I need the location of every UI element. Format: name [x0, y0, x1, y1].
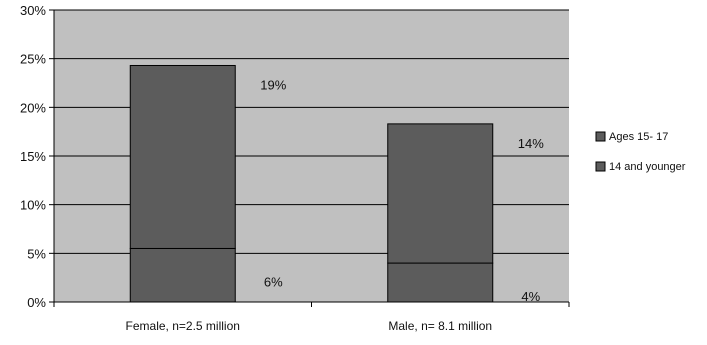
y-tick-label: 0% [27, 295, 46, 310]
y-tick-label: 25% [20, 52, 46, 67]
x-category-label: Female, n=2.5 million [126, 319, 240, 333]
legend: Ages 15- 17 14 and younger [595, 131, 686, 173]
y-tick-label: 20% [20, 100, 46, 115]
data-label-ages-15-17: 14% [518, 136, 544, 151]
legend-swatch [595, 161, 606, 172]
bars [129, 64, 494, 303]
y-tick-label: 15% [20, 149, 46, 164]
x-category-label: Male, n= 8.1 million [388, 319, 492, 333]
bar-segment-ages-15-17 [129, 64, 236, 249]
legend-label: 14 and younger [609, 161, 686, 173]
y-tick-label: 10% [20, 198, 46, 213]
bar-segment-14-and-younger [387, 262, 494, 303]
y-tick-label: 30% [20, 3, 46, 18]
bar-segment-14-and-younger [129, 247, 236, 303]
bar-segment-ages-15-17 [387, 123, 494, 264]
data-label-14-and-younger: 4% [521, 289, 540, 304]
legend-swatch [595, 131, 606, 142]
data-label-ages-15-17: 19% [260, 77, 286, 92]
data-label-14-and-younger: 6% [264, 274, 283, 289]
legend-label: Ages 15- 17 [609, 131, 668, 143]
labels: 6% 19% 4% 14% [260, 77, 544, 304]
axes: 0% 5% 10% 15% 20% 25% 30% Female, n=2.5 million… [20, 3, 570, 333]
y-tick-label: 5% [27, 246, 46, 261]
